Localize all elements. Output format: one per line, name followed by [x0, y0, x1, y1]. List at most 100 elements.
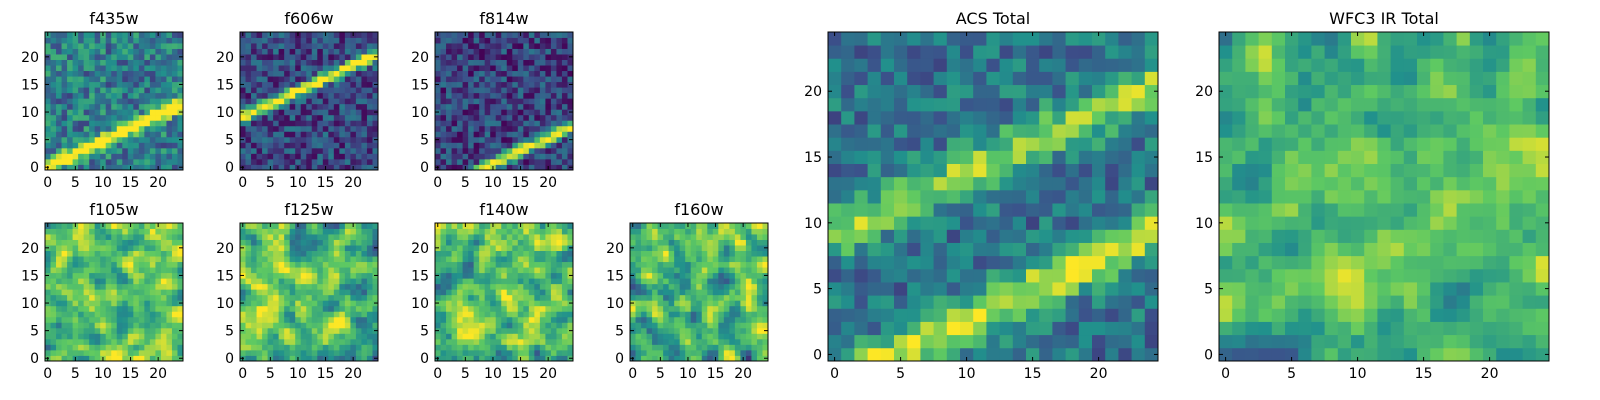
heatmap-cell [973, 334, 987, 349]
heatmap-cell [550, 333, 557, 340]
heatmap-cell [999, 268, 1014, 283]
heatmap-cell [138, 76, 145, 83]
heatmap-cell [45, 114, 51, 121]
heatmap-cell [344, 278, 351, 285]
heatmap-cell [534, 283, 541, 290]
heatmap-cell [440, 305, 447, 312]
heatmap-cell [495, 142, 502, 149]
heatmap-cell [322, 250, 329, 257]
heatmap-cell [854, 308, 868, 322]
heatmap-cell [712, 245, 719, 251]
heatmap-cell [350, 158, 357, 165]
heatmap-cell [322, 344, 329, 351]
heatmap-cell [339, 322, 346, 329]
heatmap-cell [245, 92, 252, 99]
heatmap-cell [1105, 347, 1119, 362]
heatmap-cell [657, 278, 664, 285]
heatmap-cell [160, 234, 167, 240]
heatmap-cell [446, 98, 452, 105]
heatmap-cell [273, 147, 280, 154]
heatmap-cell [756, 283, 763, 290]
heatmap-cell [160, 131, 167, 138]
heatmap-cell [528, 223, 535, 229]
heatmap-cell [479, 322, 486, 329]
heatmap-cell [446, 109, 452, 116]
heatmap-cell [100, 256, 107, 263]
heatmap-cell [289, 164, 296, 171]
heatmap-cell [245, 164, 252, 171]
heatmap-cell [105, 294, 112, 301]
heatmap-cell [100, 300, 107, 307]
heatmap-cell [339, 147, 346, 154]
heatmap-cell [355, 81, 362, 88]
heatmap-cell [462, 142, 469, 149]
heatmap-cell [273, 327, 280, 334]
heatmap-cell [479, 87, 486, 94]
heatmap-cell [451, 164, 458, 171]
heatmap-cell [240, 147, 246, 154]
heatmap-cell [841, 150, 855, 164]
heatmap-cell [267, 256, 274, 263]
heatmap-cell [127, 98, 134, 105]
heatmap-cell [166, 256, 173, 263]
heatmap-cell [355, 87, 362, 94]
heatmap-cell [83, 245, 90, 251]
heatmap-cell [67, 109, 73, 116]
heatmap-cell [251, 228, 257, 235]
heatmap-cell [512, 239, 519, 246]
heatmap-cell [545, 114, 552, 121]
heatmap-cell [256, 59, 263, 66]
heatmap-cell [745, 316, 752, 323]
heatmap-cell [907, 295, 921, 309]
heatmap-cell [685, 338, 692, 345]
heatmap-cell [734, 305, 741, 312]
heatmap-cell [745, 300, 752, 307]
heatmap-cell [534, 147, 541, 154]
heatmap-cell [641, 228, 647, 235]
heatmap-cell [701, 250, 708, 257]
heatmap-cell [556, 333, 563, 340]
heatmap-cell [635, 234, 642, 240]
heatmap-cell [45, 305, 51, 312]
heatmap-cell [517, 300, 524, 307]
heatmap-cell [495, 158, 502, 165]
heatmap-cell [177, 120, 184, 127]
heatmap-cell [83, 109, 90, 116]
heatmap-cell [1012, 308, 1027, 322]
heatmap-cell [361, 311, 368, 318]
heatmap-cell [267, 333, 274, 340]
heatmap-cell [679, 234, 686, 240]
heatmap-cell [561, 256, 568, 263]
heatmap-cell [72, 333, 79, 340]
heatmap-cell [457, 294, 463, 301]
heatmap-cell [517, 344, 524, 351]
heatmap-cell [50, 103, 57, 110]
heatmap-cell [495, 43, 502, 49]
heatmap-cell [960, 203, 974, 217]
heatmap-cell [561, 223, 568, 229]
heatmap-cell [67, 65, 73, 72]
heatmap-cell [366, 125, 373, 132]
heatmap-cell [495, 228, 502, 235]
heatmap-cell [339, 311, 346, 318]
heatmap-cell [295, 59, 302, 66]
heatmap-cell [973, 295, 987, 309]
heatmap-cell [556, 147, 563, 154]
heatmap-cell [718, 305, 725, 312]
heatmap-cell [635, 283, 642, 290]
heatmap-cell [484, 131, 491, 138]
heatmap-cell [712, 338, 719, 345]
heatmap-cell [468, 278, 475, 285]
heatmap-cell [457, 349, 463, 356]
heatmap-cell [50, 300, 57, 307]
heatmap-cell [446, 147, 452, 154]
heatmap-cell [745, 294, 752, 301]
heatmap-cell [116, 43, 123, 49]
heatmap-cell [729, 256, 736, 263]
heatmap-cell [534, 54, 541, 60]
heatmap-cell [306, 32, 313, 38]
heatmap-cell [251, 125, 257, 132]
heatmap-cell [72, 153, 79, 160]
heatmap-cell [366, 164, 373, 171]
heatmap-cell [484, 278, 491, 285]
